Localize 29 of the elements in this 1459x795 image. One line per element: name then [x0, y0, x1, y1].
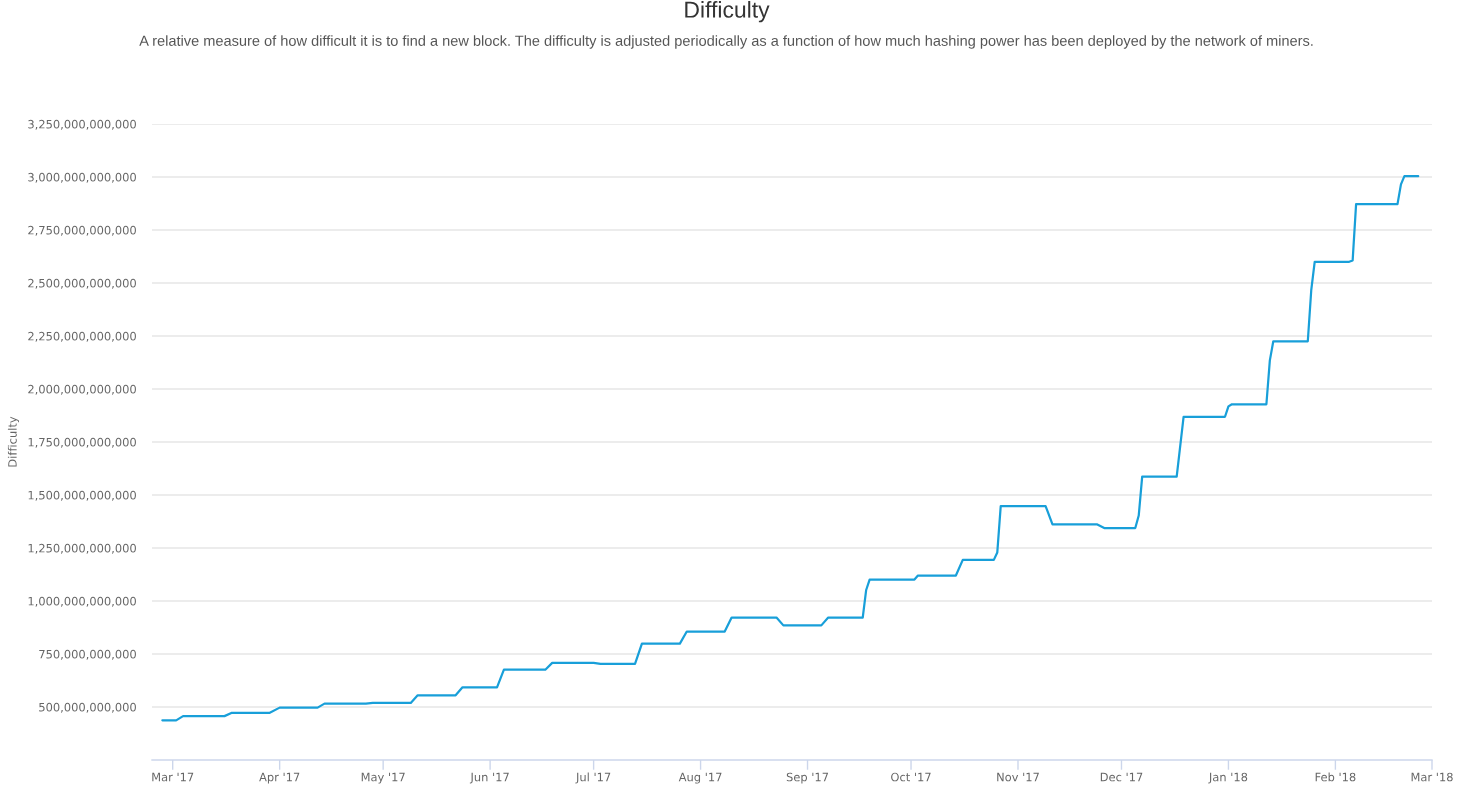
- x-tick-label: Mar '18: [1411, 772, 1453, 782]
- x-tick-label: May '17: [361, 772, 405, 784]
- x-tick-label: Nov '17: [997, 772, 1039, 782]
- y-tick-label: 1,750,000,000,000: [28, 437, 136, 448]
- y-tick-label: 1,250,000,000,000: [28, 543, 136, 554]
- y-tick-label: 750,000,000,000: [39, 649, 136, 660]
- x-tick-label: Dec '17: [1100, 772, 1143, 782]
- x-tick-label: Aug '17: [678, 772, 722, 784]
- x-tick-label: Jun '17: [469, 772, 509, 784]
- y-tick-label: 3,000,000,000,000: [28, 172, 136, 183]
- y-tick-label: 2,000,000,000,000: [28, 384, 136, 395]
- line-series: [161, 175, 1420, 722]
- y-tick-label: 2,250,000,000,000: [28, 331, 136, 342]
- x-tick-label: Jul '17: [575, 772, 611, 784]
- y-tick-label: 3,250,000,000,000: [28, 119, 136, 130]
- x-tick-label: Apr '17: [259, 772, 300, 784]
- x-tick-label: Sep '17: [786, 772, 829, 784]
- x-tick-label: Jan '18: [1208, 772, 1248, 784]
- y-axis-title: Difficulty: [7, 416, 19, 467]
- y-tick-label: 2,750,000,000,000: [28, 225, 136, 236]
- x-tick-label: Mar '17: [152, 772, 194, 782]
- x-tick-label: Oct '17: [891, 772, 931, 782]
- y-tick-label: 1,000,000,000,000: [28, 596, 136, 607]
- x-tick-label: Feb '18: [1315, 772, 1356, 782]
- y-tick-label: 2,500,000,000,000: [28, 278, 136, 289]
- chart-title: Difficulty: [685, 1, 770, 23]
- y-tick-label: 500,000,000,000: [39, 702, 136, 713]
- chart-subtitle: A relative measure of how difficult it is to find a new block. The difficulty is adjusted periodically as a function of how much hashing power has been deployed by the network of miners.: [139, 35, 1313, 49]
- y-tick-label: 1,500,000,000,000: [28, 490, 136, 501]
